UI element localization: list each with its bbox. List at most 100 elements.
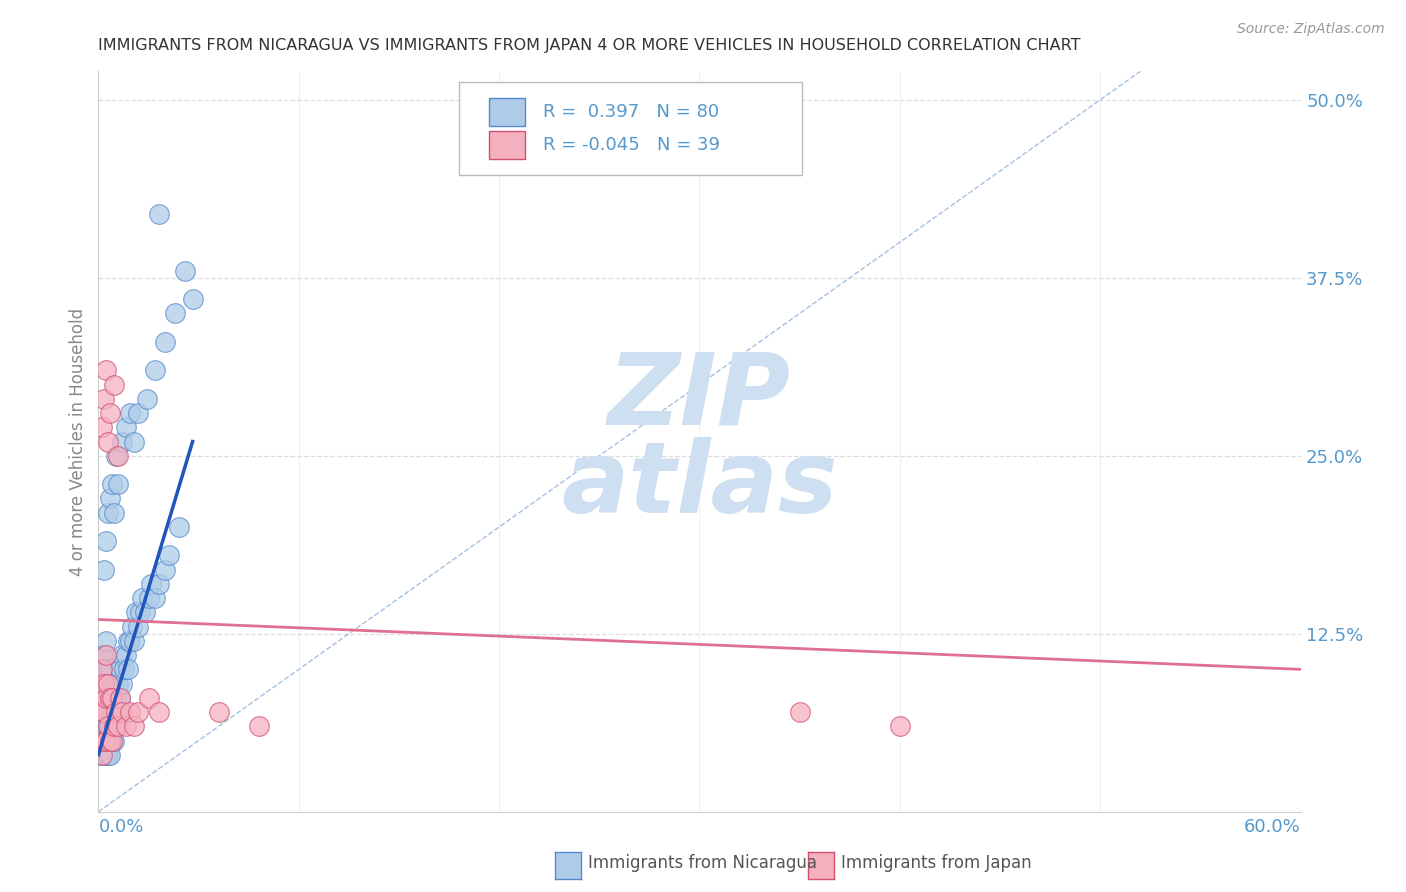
Point bbox=[111, 434, 134, 449]
Text: R = -0.045   N = 39: R = -0.045 N = 39 bbox=[543, 136, 720, 154]
Point bbox=[93, 719, 115, 733]
Point bbox=[107, 676, 129, 690]
FancyBboxPatch shape bbox=[489, 98, 526, 126]
Point bbox=[153, 334, 176, 349]
Point bbox=[100, 747, 122, 762]
Text: Immigrants from Nicaragua: Immigrants from Nicaragua bbox=[588, 855, 817, 872]
Point bbox=[97, 747, 120, 762]
Point bbox=[91, 662, 114, 676]
Point bbox=[91, 733, 114, 747]
Point bbox=[115, 420, 138, 434]
Point bbox=[117, 633, 139, 648]
Point bbox=[89, 733, 111, 747]
Point bbox=[131, 591, 153, 606]
Point bbox=[93, 392, 115, 406]
Point bbox=[101, 733, 124, 747]
Point bbox=[111, 705, 134, 719]
Point bbox=[101, 477, 124, 491]
Point bbox=[89, 733, 111, 747]
Point bbox=[100, 491, 122, 506]
Point bbox=[135, 392, 157, 406]
Point bbox=[138, 690, 160, 705]
Point bbox=[103, 377, 125, 392]
Point bbox=[208, 705, 231, 719]
Point bbox=[97, 676, 120, 690]
Point bbox=[100, 733, 122, 747]
Point bbox=[129, 606, 152, 620]
Text: atlas: atlas bbox=[561, 437, 838, 534]
Point bbox=[96, 690, 118, 705]
Point bbox=[181, 292, 204, 306]
Point bbox=[96, 719, 118, 733]
Point bbox=[134, 606, 156, 620]
Text: Source: ZipAtlas.com: Source: ZipAtlas.com bbox=[1237, 22, 1385, 37]
Point bbox=[105, 690, 128, 705]
Point bbox=[103, 676, 125, 690]
Point bbox=[148, 705, 170, 719]
Point bbox=[97, 662, 120, 676]
Text: R =  0.397   N = 80: R = 0.397 N = 80 bbox=[543, 103, 720, 121]
Point bbox=[105, 705, 128, 719]
Point bbox=[143, 363, 166, 377]
Point bbox=[101, 690, 124, 705]
FancyBboxPatch shape bbox=[458, 82, 801, 175]
Point bbox=[107, 449, 129, 463]
Point bbox=[111, 648, 134, 662]
Point bbox=[97, 690, 120, 705]
Point bbox=[103, 705, 125, 719]
Point bbox=[101, 676, 124, 690]
Point bbox=[96, 633, 118, 648]
Point bbox=[115, 648, 138, 662]
Text: ZIP: ZIP bbox=[607, 349, 792, 446]
Point bbox=[96, 733, 118, 747]
Text: 60.0%: 60.0% bbox=[1244, 818, 1301, 836]
Point bbox=[93, 563, 115, 577]
Point bbox=[100, 406, 122, 420]
Point bbox=[148, 207, 170, 221]
Point bbox=[97, 506, 120, 520]
Point bbox=[100, 690, 122, 705]
Point bbox=[107, 477, 129, 491]
Point bbox=[120, 705, 142, 719]
Point bbox=[110, 662, 132, 676]
Point bbox=[100, 690, 122, 705]
Point bbox=[96, 747, 118, 762]
Point bbox=[96, 662, 118, 676]
Text: IMMIGRANTS FROM NICARAGUA VS IMMIGRANTS FROM JAPAN 4 OR MORE VEHICLES IN HOUSEHO: IMMIGRANTS FROM NICARAGUA VS IMMIGRANTS … bbox=[98, 37, 1081, 53]
Point bbox=[128, 705, 150, 719]
Point bbox=[124, 434, 146, 449]
Point bbox=[143, 591, 166, 606]
Text: Immigrants from Japan: Immigrants from Japan bbox=[841, 855, 1032, 872]
Point bbox=[121, 619, 143, 633]
Point bbox=[117, 662, 139, 676]
Point bbox=[91, 648, 114, 662]
Point bbox=[89, 747, 111, 762]
Point bbox=[91, 662, 114, 676]
Point bbox=[103, 733, 125, 747]
Point bbox=[111, 676, 134, 690]
Point bbox=[157, 549, 180, 563]
Point bbox=[93, 705, 115, 719]
Point bbox=[93, 662, 115, 676]
Point bbox=[89, 690, 111, 705]
Point bbox=[93, 676, 115, 690]
Y-axis label: 4 or more Vehicles in Household: 4 or more Vehicles in Household bbox=[69, 308, 87, 575]
Point bbox=[107, 705, 129, 719]
Point bbox=[163, 306, 186, 320]
Point bbox=[103, 719, 125, 733]
Point bbox=[110, 690, 132, 705]
Point bbox=[96, 690, 118, 705]
Point bbox=[173, 263, 195, 277]
Point bbox=[789, 705, 811, 719]
Point bbox=[93, 690, 115, 705]
Point bbox=[91, 747, 114, 762]
Point bbox=[91, 705, 114, 719]
Point bbox=[139, 577, 162, 591]
Point bbox=[247, 719, 270, 733]
Point bbox=[148, 577, 170, 591]
Point bbox=[97, 719, 120, 733]
Point bbox=[97, 719, 120, 733]
Point bbox=[128, 619, 150, 633]
Point bbox=[103, 506, 125, 520]
Point bbox=[101, 733, 124, 747]
